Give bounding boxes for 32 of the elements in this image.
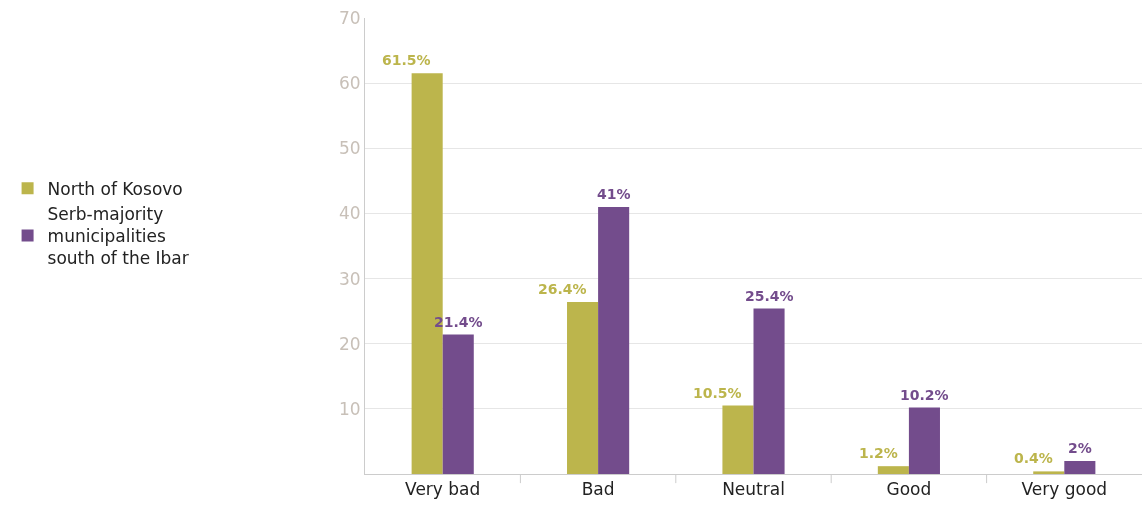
y-tick-label: 70	[338, 7, 361, 28]
y-tick-label: 20	[338, 333, 361, 354]
y-tick-label: 50	[338, 138, 361, 159]
x-tick-label: Very bad	[405, 479, 481, 500]
bar	[1033, 471, 1065, 474]
bar	[722, 405, 754, 474]
y-tick-label: 10	[338, 398, 361, 419]
data-label: 41%	[597, 186, 631, 202]
x-tick-label: Neutral	[722, 479, 785, 500]
data-label: 10.2%	[900, 387, 949, 403]
x-tick-label: Bad	[581, 479, 615, 500]
x-tick-label: Good	[886, 479, 932, 500]
data-label: 25.4%	[745, 288, 794, 304]
data-label: 2%	[1068, 440, 1092, 456]
bar	[877, 466, 909, 474]
data-label: 0.4%	[1014, 450, 1053, 466]
x-tick-label: Very good	[1021, 479, 1108, 500]
bar	[908, 407, 940, 474]
y-tick-label: 40	[338, 203, 361, 224]
legend-label: Serb-majority municipalities south of the Ibar	[47, 203, 189, 269]
data-label: 61.5%	[382, 52, 431, 68]
data-label: 10.5%	[693, 385, 742, 401]
y-tick-label: 60	[338, 73, 361, 94]
y-tick-label: 30	[338, 268, 361, 289]
legend-label: North of Kosovo	[47, 178, 183, 199]
bar	[567, 302, 599, 474]
bar	[598, 206, 630, 474]
data-label: 26.4%	[538, 281, 587, 297]
bar	[442, 334, 474, 474]
bar	[1064, 460, 1096, 474]
data-label: 1.2%	[859, 445, 898, 461]
bar	[753, 308, 785, 474]
